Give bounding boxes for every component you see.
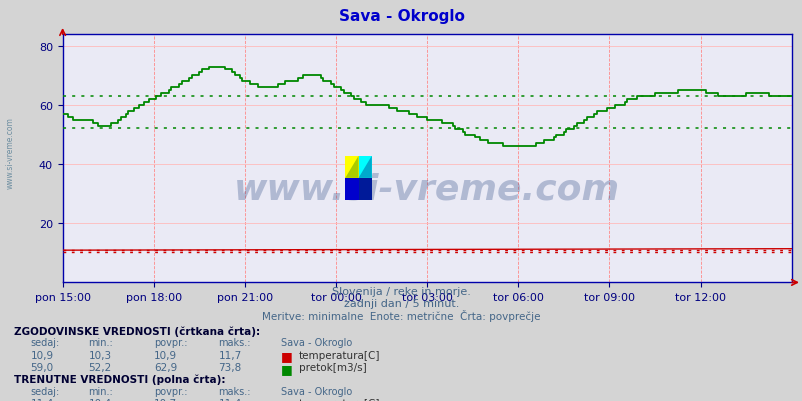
Text: ■: ■ — [281, 398, 293, 401]
Polygon shape — [358, 178, 371, 200]
Text: www.si-vreme.com: www.si-vreme.com — [234, 172, 619, 205]
Text: zadnji dan / 5 minut.: zadnji dan / 5 minut. — [343, 298, 459, 308]
Text: 10,9: 10,9 — [30, 350, 54, 360]
Text: www.si-vreme.com: www.si-vreme.com — [6, 117, 15, 188]
Text: Sava - Okroglo: Sava - Okroglo — [338, 9, 464, 24]
Text: povpr.:: povpr.: — [154, 338, 188, 348]
Text: 52,2: 52,2 — [88, 362, 111, 372]
Text: 11,4: 11,4 — [218, 398, 241, 401]
Text: 62,9: 62,9 — [154, 362, 177, 372]
Text: sedaj:: sedaj: — [30, 338, 59, 348]
Text: 10,9: 10,9 — [154, 350, 177, 360]
Text: povpr.:: povpr.: — [154, 386, 188, 396]
Text: 73,8: 73,8 — [218, 362, 241, 372]
Text: ZGODOVINSKE VREDNOSTI (črtkana črta):: ZGODOVINSKE VREDNOSTI (črtkana črta): — [14, 326, 261, 336]
Text: maks.:: maks.: — [218, 386, 250, 396]
Text: temperatura[C]: temperatura[C] — [298, 350, 379, 360]
Text: 10,3: 10,3 — [88, 350, 111, 360]
Text: Sava - Okroglo: Sava - Okroglo — [281, 338, 352, 348]
Text: 10,4: 10,4 — [88, 398, 111, 401]
Text: 11,7: 11,7 — [218, 350, 241, 360]
Text: temperatura[C]: temperatura[C] — [298, 398, 379, 401]
Polygon shape — [345, 156, 358, 178]
Text: 10,7: 10,7 — [154, 398, 177, 401]
Text: Slovenija / reke in morje.: Slovenija / reke in morje. — [332, 287, 470, 297]
Text: sedaj:: sedaj: — [30, 386, 59, 396]
Polygon shape — [358, 156, 371, 178]
Text: Sava - Okroglo: Sava - Okroglo — [281, 386, 352, 396]
Text: Meritve: minimalne  Enote: metrične  Črta: povprečje: Meritve: minimalne Enote: metrične Črta:… — [262, 309, 540, 321]
Text: TRENUTNE VREDNOSTI (polna črta):: TRENUTNE VREDNOSTI (polna črta): — [14, 374, 225, 384]
Polygon shape — [345, 178, 358, 200]
Text: ■: ■ — [281, 362, 293, 375]
Text: ■: ■ — [281, 350, 293, 363]
Text: 11,4: 11,4 — [30, 398, 54, 401]
Text: min.:: min.: — [88, 338, 113, 348]
Text: pretok[m3/s]: pretok[m3/s] — [298, 362, 366, 372]
Polygon shape — [358, 156, 371, 178]
Text: maks.:: maks.: — [218, 338, 250, 348]
Polygon shape — [345, 156, 358, 178]
Text: 59,0: 59,0 — [30, 362, 54, 372]
Text: min.:: min.: — [88, 386, 113, 396]
